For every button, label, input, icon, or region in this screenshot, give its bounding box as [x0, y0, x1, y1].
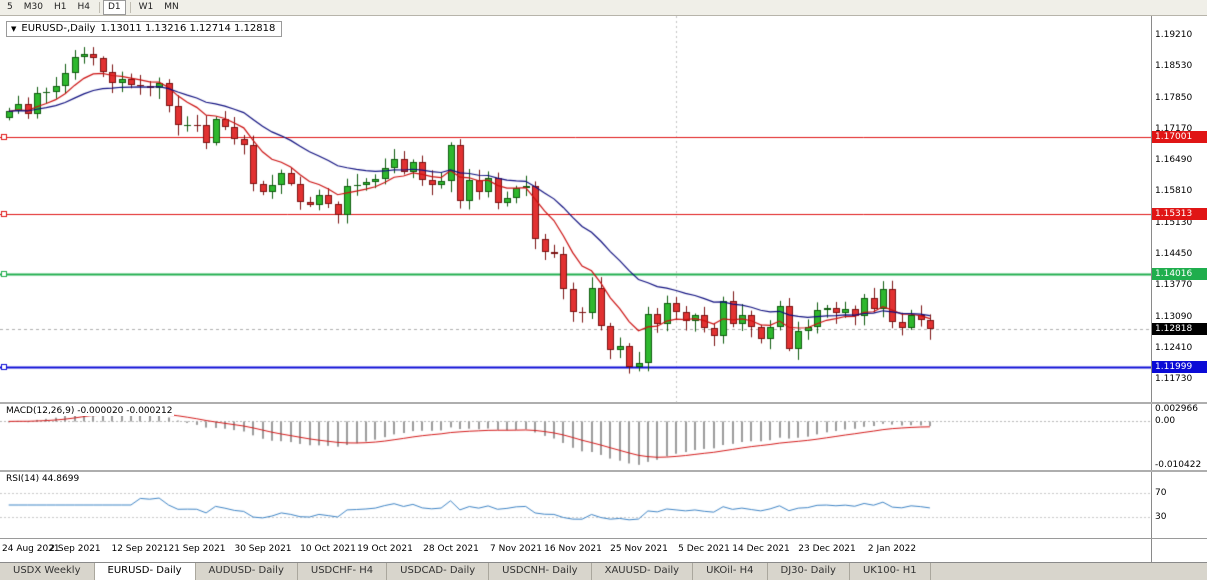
macd-label: MACD(12,26,9) -0.000020 -0.000212 [4, 406, 175, 416]
timeframe-button-w1[interactable]: W1 [138, 2, 154, 12]
rsi-axis-label: 30 [1155, 512, 1167, 522]
rsi-label: RSI(14) 44.8699 [4, 474, 82, 484]
rsi-canvas[interactable] [0, 472, 1151, 538]
collapse-arrow-icon[interactable]: ▼ [11, 24, 17, 33]
price-axis-label: 1.13090 [1155, 312, 1193, 322]
price-axis[interactable]: 1.19210 1.18530 1.17850 1.17170 1.16490 1.158… [1151, 16, 1207, 562]
timeframe-button-h4[interactable]: H4 [77, 2, 90, 12]
time-axis-label: 23 Dec 2021 [798, 544, 856, 554]
time-axis-label: 12 Sep 2021 [111, 544, 169, 554]
chart-tab-usdcad-daily[interactable]: USDCAD- Daily [387, 563, 490, 580]
level-price-tag: 1.11999 [1152, 361, 1207, 373]
macd-axis-label: 0.00 [1155, 416, 1176, 426]
time-axis-label: 2 Sep 2021 [49, 544, 101, 554]
chart-tab-usdx-weekly[interactable]: USDX Weekly [0, 563, 95, 580]
bid-price-tag: 1.12818 [1152, 323, 1207, 335]
time-axis-label: 24 Aug 2021 [2, 544, 60, 554]
time-axis-label: 28 Oct 2021 [423, 544, 479, 554]
price-axis-label: 1.17850 [1155, 93, 1193, 103]
chart-tab-eurusd-daily[interactable]: EURUSD- Daily [94, 563, 196, 580]
chart-area: 1.19210 1.18530 1.17850 1.17170 1.16490 1.158… [0, 16, 1207, 562]
chart-tab-usdcnh-daily[interactable]: USDCNH- Daily [489, 563, 592, 580]
pane-separator[interactable] [0, 402, 1207, 404]
time-axis[interactable]: 24 Aug 2021 2 Sep 2021 12 Sep 2021 21 Sep 2… [0, 539, 1151, 562]
price-axis-label: 1.14450 [1155, 249, 1193, 259]
time-axis-border [0, 538, 1207, 539]
timeframe-button-m30[interactable]: M30 [23, 2, 43, 12]
chart-tab-usdchf-h4[interactable]: USDCHF- H4 [298, 563, 388, 580]
timeframe-button-h1[interactable]: H1 [53, 2, 67, 12]
chart-header: ▼ EURUSD-,Daily 1.13011 1.13216 1.12714 … [6, 21, 283, 37]
time-axis-label: 2 Jan 2022 [867, 544, 917, 554]
price-axis-label: 1.19210 [1155, 30, 1193, 40]
rsi-axis-label: 70 [1155, 488, 1167, 498]
macd-canvas[interactable] [0, 404, 1151, 470]
timeframe-toolbar: 5 M30 H1 H4 D1 W1 MN [0, 0, 1207, 16]
price-axis-label: 1.18530 [1155, 61, 1193, 71]
level-price-tag: 1.17001 [1152, 131, 1207, 143]
chart-title: EURUSD-,Daily [21, 23, 96, 34]
time-axis-label: 5 Dec 2021 [678, 544, 730, 554]
time-axis-label: 19 Oct 2021 [357, 544, 413, 554]
time-axis-label: 10 Oct 2021 [300, 544, 356, 554]
timeframe-button-mn[interactable]: MN [164, 2, 179, 12]
chart-tab-bar: USDX Weekly EURUSD- Daily AUDUSD- Daily USD… [0, 562, 1207, 580]
timeframe-button-d1[interactable]: D1 [102, 0, 126, 15]
price-chart-canvas[interactable] [0, 16, 1151, 402]
price-axis-label: 1.11730 [1155, 374, 1193, 384]
time-axis-label: 14 Dec 2021 [732, 544, 790, 554]
level-price-tag: 1.14016 [1152, 268, 1207, 280]
time-axis-label: 21 Sep 2021 [168, 544, 226, 554]
price-axis-label: 1.15130 [1155, 218, 1193, 228]
chart-tab-xauusd-daily[interactable]: XAUUSD- Daily [592, 563, 694, 580]
time-axis-label: 16 Nov 2021 [544, 544, 602, 554]
pane-separator[interactable] [0, 470, 1207, 472]
price-axis-label: 1.16490 [1155, 155, 1193, 165]
price-axis-label: 1.13770 [1155, 280, 1193, 290]
level-price-tag: 1.15313 [1152, 208, 1207, 220]
chart-ohlc-values: 1.13011 1.13216 1.12714 1.12818 [100, 23, 276, 34]
price-axis-label: 1.15810 [1155, 186, 1193, 196]
macd-axis-label: 0.002966 [1155, 404, 1198, 414]
timeframe-button-5[interactable]: 5 [7, 2, 13, 12]
macd-axis-label: -0.010422 [1155, 460, 1202, 470]
chart-tab-uk100-h1[interactable]: UK100- H1 [850, 563, 931, 580]
time-axis-label: 7 Nov 2021 [490, 544, 542, 554]
price-axis-label: 1.12410 [1155, 343, 1193, 353]
toolbar-separator [98, 2, 100, 13]
time-axis-label: 30 Sep 2021 [234, 544, 292, 554]
chart-tab-ukoil-h4[interactable]: UKOil- H4 [693, 563, 768, 580]
time-axis-label: 25 Nov 2021 [610, 544, 668, 554]
chart-tab-audusd-daily[interactable]: AUDUSD- Daily [196, 563, 298, 580]
toolbar-separator [129, 2, 131, 13]
chart-tab-dj30-daily[interactable]: DJ30- Daily [768, 563, 850, 580]
price-axis-label: 1.17170 [1155, 124, 1193, 134]
